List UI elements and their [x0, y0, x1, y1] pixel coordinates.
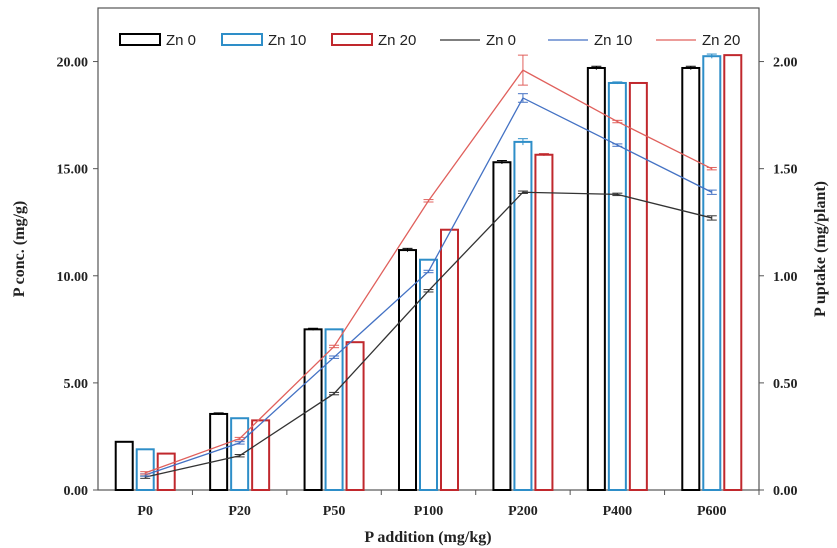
x-tick-label-p100: P100: [414, 504, 444, 519]
bar-zn10-p200: [513, 140, 533, 491]
legend-label: Zn 10: [594, 32, 632, 49]
legend-label: Zn 10: [268, 32, 306, 49]
bar-zn0-p100: [398, 249, 417, 491]
y2-tick-label: 1.00: [773, 270, 798, 285]
legend-label: Zn 20: [702, 32, 740, 49]
y2-axis-title: P uptake (mg/plant): [812, 181, 829, 317]
bar-zn20-p50: [345, 341, 365, 492]
bar-zn0-p600: [681, 66, 701, 492]
x-tick-label-p200: P200: [508, 504, 538, 519]
bar-zn10-p50: [324, 328, 344, 492]
y2-tick-label: 0.00: [773, 484, 798, 499]
bar-zn10-p100: [419, 258, 438, 492]
bar-zn20-p200: [534, 153, 554, 491]
line-series-group: [140, 54, 717, 479]
bar-series-group: [114, 53, 743, 492]
x-axis-title: P addition (mg/kg): [364, 529, 491, 546]
x-tick-label-p50: P50: [323, 504, 346, 519]
legend-swatch-bar-zn20: [331, 33, 373, 46]
bar-zn0-p50: [303, 328, 323, 492]
bar-zn20-p400: [628, 81, 648, 491]
legend-label: Zn 0: [166, 32, 196, 49]
legend-label: Zn 20: [378, 32, 416, 49]
bar-zn10-p600: [702, 55, 722, 491]
bar-zn20-p20: [251, 419, 271, 491]
y2-tick-label: 1.50: [773, 163, 798, 178]
y-tick-label: 20.00: [57, 56, 89, 71]
legend-label: Zn 0: [486, 32, 516, 49]
y-tick-label: 10.00: [57, 270, 89, 285]
axis-ticks-group: P0 P20 P50 P100 P200 P400 P600 0.00 5.00 10.00 15.…: [57, 56, 798, 519]
bar-zn10-p0: [135, 448, 155, 492]
y2-tick-label: 0.50: [773, 377, 798, 392]
bar-zn20-p100: [440, 228, 459, 491]
bar-zn0-p200: [492, 161, 512, 492]
bar-zn20-p600: [723, 54, 743, 492]
y-axis-title: P conc. (mg/g): [11, 201, 28, 297]
legend: Zn 0 Zn 10 Zn 20 Zn 0 Zn 10 Zn 20: [119, 32, 740, 49]
x-tick-label-p600: P600: [697, 504, 727, 519]
x-tick-label-p400: P400: [603, 504, 633, 519]
y-tick-label: 15.00: [57, 163, 89, 178]
x-tick-label-p20: P20: [228, 504, 251, 519]
y-tick-label: 5.00: [64, 377, 89, 392]
legend-swatch-bar-zn0: [119, 33, 161, 46]
bar-zn0-p0: [114, 440, 134, 491]
legend-swatch-bar-zn10: [221, 33, 263, 46]
y-tick-label: 0.00: [64, 484, 89, 499]
y2-tick-label: 2.00: [773, 56, 798, 71]
x-tick-label-p0: P0: [137, 504, 153, 519]
